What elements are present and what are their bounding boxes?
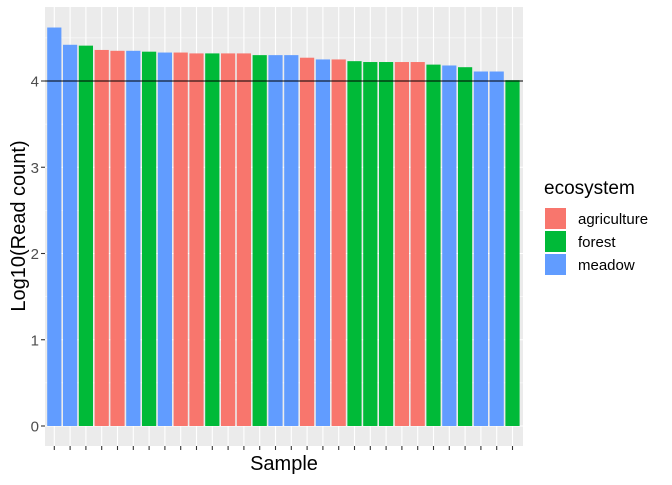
- bar-meadow: [284, 55, 299, 427]
- bar-agriculture: [221, 53, 236, 427]
- y-axis: 0 1 2 3 4: [31, 74, 45, 436]
- legend-title: ecosystem: [544, 178, 635, 199]
- bar-meadow: [268, 55, 283, 427]
- legend-key-forest: [545, 231, 566, 252]
- bar-meadow: [157, 52, 172, 426]
- bar-forest: [205, 53, 220, 427]
- bar-agriculture: [110, 50, 125, 427]
- legend: ecosystem agriculture forest meadow: [544, 178, 648, 275]
- x-axis: [53, 446, 514, 450]
- y-axis-label: Log10(Read count): [8, 140, 30, 311]
- bar-meadow: [126, 50, 141, 427]
- bar-meadow: [47, 27, 62, 427]
- bar-agriculture: [300, 57, 315, 427]
- bar-agriculture: [410, 62, 425, 426]
- bar-meadow: [473, 71, 488, 426]
- y-tick-label: 2: [31, 246, 39, 263]
- y-tick-label: 0: [31, 419, 39, 436]
- bar-meadow: [442, 65, 457, 426]
- bar-forest: [458, 67, 473, 426]
- bar-forest: [363, 62, 378, 426]
- legend-key-meadow: [545, 254, 566, 275]
- bar-forest: [252, 55, 267, 427]
- bar-meadow: [489, 71, 504, 426]
- bar-agriculture: [331, 59, 346, 426]
- y-tick-label: 3: [31, 160, 39, 177]
- bar-forest: [505, 80, 520, 426]
- bar-forest: [379, 62, 394, 426]
- bar-agriculture: [189, 53, 204, 427]
- bar-agriculture: [173, 52, 188, 426]
- legend-label-meadow: meadow: [578, 257, 635, 274]
- bar-meadow: [315, 59, 330, 426]
- bar-meadow: [63, 44, 78, 426]
- bar-agriculture: [236, 53, 251, 427]
- legend-label-agriculture: agriculture: [578, 211, 648, 228]
- bar-forest: [142, 51, 157, 427]
- legend-label-forest: forest: [578, 234, 616, 251]
- bar-forest: [426, 64, 441, 427]
- legend-key-agriculture: [545, 208, 566, 229]
- bar-agriculture: [394, 62, 409, 426]
- bar-forest: [78, 45, 93, 426]
- y-tick-label: 4: [31, 74, 39, 91]
- bar-forest: [347, 61, 362, 426]
- x-axis-label: Sample: [250, 453, 318, 475]
- bar-agriculture: [94, 49, 109, 426]
- bars: [47, 27, 520, 427]
- y-tick-label: 1: [31, 332, 39, 349]
